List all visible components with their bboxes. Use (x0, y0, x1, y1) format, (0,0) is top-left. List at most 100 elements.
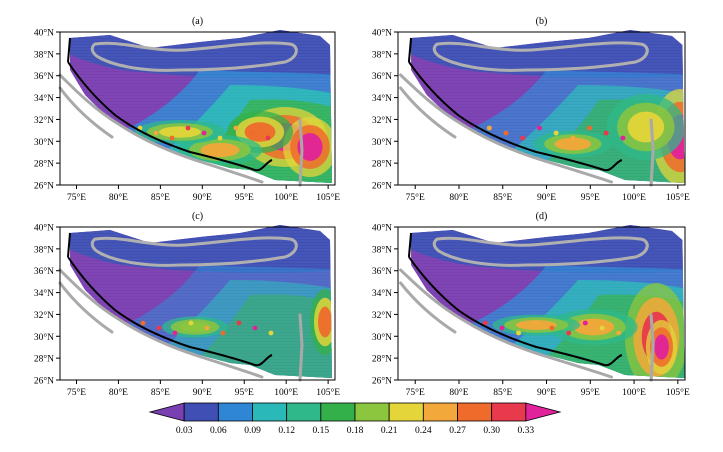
lat-tick-label: 26°N (34, 376, 54, 387)
lon-tick-label: 100°E (274, 192, 298, 203)
panel-label: (a) (192, 16, 203, 27)
panel-label: (b) (536, 16, 548, 27)
basin-contour (432, 41, 649, 72)
lon-tick-label: 100°E (622, 387, 646, 398)
lat-tick-label: 38°N (34, 49, 54, 60)
lat-tick-label: 40°N (34, 223, 54, 234)
lat-tick-label: 32°N (372, 310, 392, 321)
plateau-boundary (408, 256, 623, 367)
colorbar-segment (422, 402, 458, 422)
lat-tick-label: 40°N (372, 28, 392, 39)
lon-tick-label: 105°E (316, 192, 340, 203)
basin-contour (90, 41, 298, 72)
lon-tick-label: 90°E (537, 387, 556, 398)
colorbar-label: 0.03 (176, 426, 193, 436)
lon-tick-label: 75°E (67, 387, 86, 398)
colorbar-segment (457, 402, 493, 422)
lat-tick-label: 28°N (34, 159, 54, 170)
lat-tick-label: 26°N (372, 181, 392, 192)
lat-tick-label: 32°N (372, 115, 392, 126)
lon-tick-label: 105°E (666, 192, 690, 203)
colorbar-segment (525, 402, 562, 422)
colorbar-label: 0.27 (449, 426, 466, 436)
colorbar-label: 0.24 (415, 426, 432, 436)
lon-tick-label: 95°E (235, 192, 254, 203)
lon-tick-label: 90°E (537, 192, 556, 203)
map-border (397, 31, 686, 186)
basin-contour (432, 236, 649, 267)
basin-contour (90, 236, 298, 267)
lon-tick-label: 85°E (151, 192, 170, 203)
lat-tick-label: 30°N (372, 137, 392, 148)
colorbar-label: 0.30 (483, 426, 500, 436)
lat-tick-label: 40°N (34, 28, 54, 39)
lat-tick-label: 32°N (34, 310, 54, 321)
lat-tick-label: 38°N (34, 244, 54, 255)
plateau-boundary (67, 61, 273, 172)
map-border (59, 31, 336, 186)
colorbar-label: 0.06 (210, 426, 227, 436)
map-panel: (d) 40°N 38°N 36°N 34°N 32°N 30°N 28°N 26°N 75°E 8… (372, 211, 690, 398)
colorbar: 0.03 0.06 0.09 0.12 0.15 0.18 0.21 0.24 0.27 0.30… (148, 402, 562, 436)
colorbar-label: 0.09 (244, 426, 261, 436)
lon-tick-label: 100°E (622, 192, 646, 203)
lat-tick-label: 26°N (372, 376, 392, 387)
colorbar-label: 0.12 (278, 426, 295, 436)
lon-tick-label: 75°E (406, 192, 425, 203)
lon-tick-label: 80°E (109, 387, 128, 398)
colorbar-label: 0.21 (381, 426, 398, 436)
lon-tick-label: 80°E (449, 192, 468, 203)
panel-label: (c) (192, 211, 203, 222)
lat-tick-label: 28°N (34, 354, 54, 365)
colorbar-segment (286, 402, 322, 422)
lon-tick-label: 85°E (151, 387, 170, 398)
colorbar-segment (183, 402, 219, 422)
lat-tick-label: 34°N (34, 288, 54, 299)
lat-tick-label: 30°N (34, 332, 54, 343)
lon-tick-label: 75°E (406, 387, 425, 398)
panel-label: (d) (536, 211, 548, 222)
lat-tick-label: 36°N (34, 71, 54, 82)
map-panel: (b) 40°N 38°N 36°N 34°N 32°N 30°N 28°N 26°N 75°E 8… (372, 16, 690, 203)
lat-tick-label: 40°N (372, 223, 392, 234)
map-panel: (a) 40°N 38°N 36°N 34°N 32°N 30°N 28°N 26°N 75°E 8… (34, 16, 340, 203)
lat-tick-label: 34°N (372, 288, 392, 299)
lon-tick-label: 85°E (493, 192, 512, 203)
colorbar-segment (252, 402, 288, 422)
lat-tick-label: 28°N (372, 354, 392, 365)
lat-tick-label: 38°N (372, 244, 392, 255)
lon-tick-label: 95°E (581, 192, 600, 203)
lon-tick-label: 85°E (493, 387, 512, 398)
lon-tick-label: 80°E (109, 192, 128, 203)
lat-tick-label: 30°N (34, 137, 54, 148)
lat-tick-label: 38°N (372, 49, 392, 60)
precipitation-field (411, 225, 685, 378)
lat-tick-label: 36°N (372, 266, 392, 277)
lat-tick-label: 34°N (34, 93, 54, 104)
lat-tick-label: 26°N (34, 181, 54, 192)
lon-tick-label: 95°E (581, 387, 600, 398)
colorbar-segment (354, 402, 390, 422)
lon-tick-label: 90°E (193, 387, 212, 398)
lat-tick-label: 30°N (372, 332, 392, 343)
map-border (397, 226, 686, 381)
map-border (59, 226, 336, 381)
lon-tick-label: 105°E (316, 387, 340, 398)
lat-tick-label: 36°N (34, 266, 54, 277)
lon-tick-label: 95°E (235, 387, 254, 398)
lat-tick-label: 36°N (372, 71, 392, 82)
lon-tick-label: 75°E (67, 192, 86, 203)
lon-tick-label: 80°E (449, 387, 468, 398)
lon-tick-label: 105°E (666, 387, 690, 398)
colorbar-segment (320, 402, 356, 422)
lat-tick-label: 28°N (372, 159, 392, 170)
lon-tick-label: 100°E (274, 387, 298, 398)
plateau-boundary (408, 61, 623, 172)
colorbar-segment (217, 402, 253, 422)
colorbar-segment (388, 402, 424, 422)
colorbar-label: 0.33 (518, 426, 535, 436)
colorbar-label: 0.18 (347, 426, 364, 436)
plateau-boundary (67, 256, 273, 367)
colorbar-label: 0.15 (313, 426, 330, 436)
